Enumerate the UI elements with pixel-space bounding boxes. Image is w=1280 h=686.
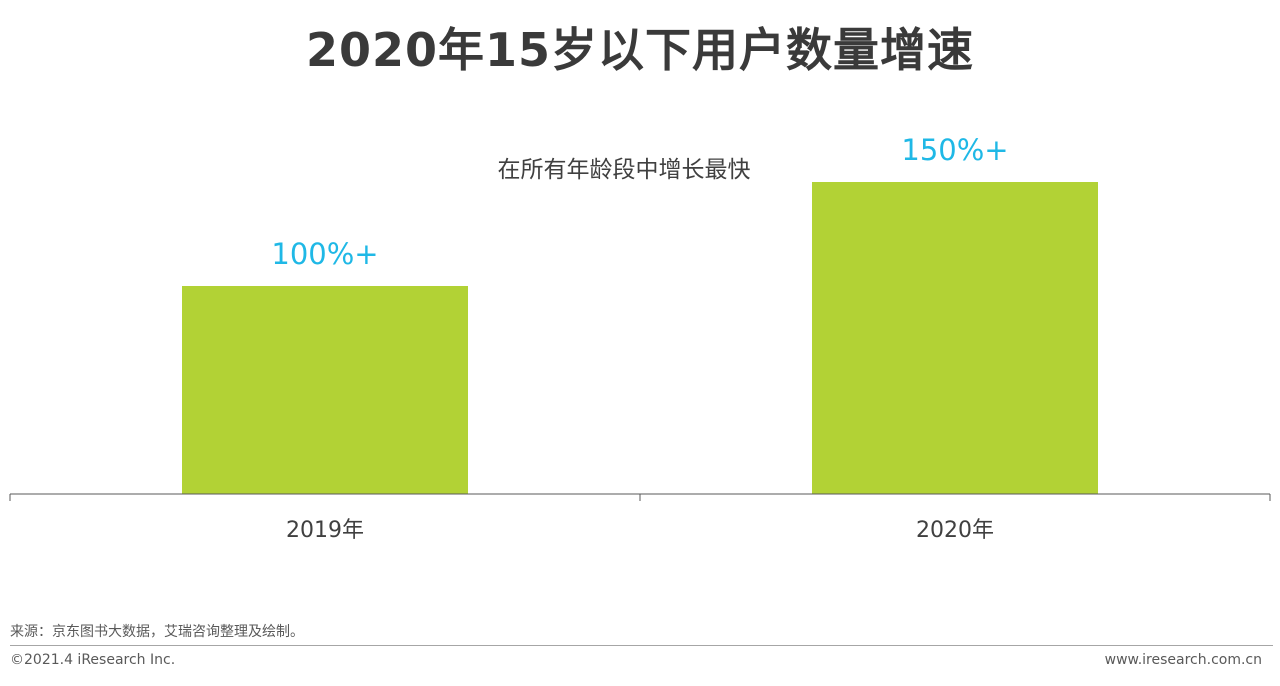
x-tick-label-2: 2020年 [916,518,994,543]
bar-chart: 100%+ 150%+ 2019年 2020年 在所有年龄段中增长最快 [9,133,1271,543]
copyright-text: ©2021.4 iResearch Inc. [10,652,176,668]
source-note: 来源：京东图书大数据，艾瑞咨询整理及绘制。 [10,624,304,640]
data-label-2: 150%+ [901,133,1008,167]
website-link[interactable]: www.iresearch.com.cn [1104,652,1262,668]
x-axis-tick-label-group: 2019年 2020年 [286,518,994,543]
bar-group [182,182,1098,494]
bar-2 [812,182,1098,494]
footer-divider [10,645,1273,646]
data-label-1: 100%+ [271,237,378,271]
chart-annotation: 在所有年龄段中增长最快 [498,157,751,183]
page-title: 2020年15岁以下用户数量增速 [305,23,975,77]
data-label-group: 100%+ 150%+ [271,133,1008,271]
bar-1 [182,286,468,494]
x-tick-label-1: 2019年 [286,518,364,543]
x-axis-tick-group [9,494,1271,501]
